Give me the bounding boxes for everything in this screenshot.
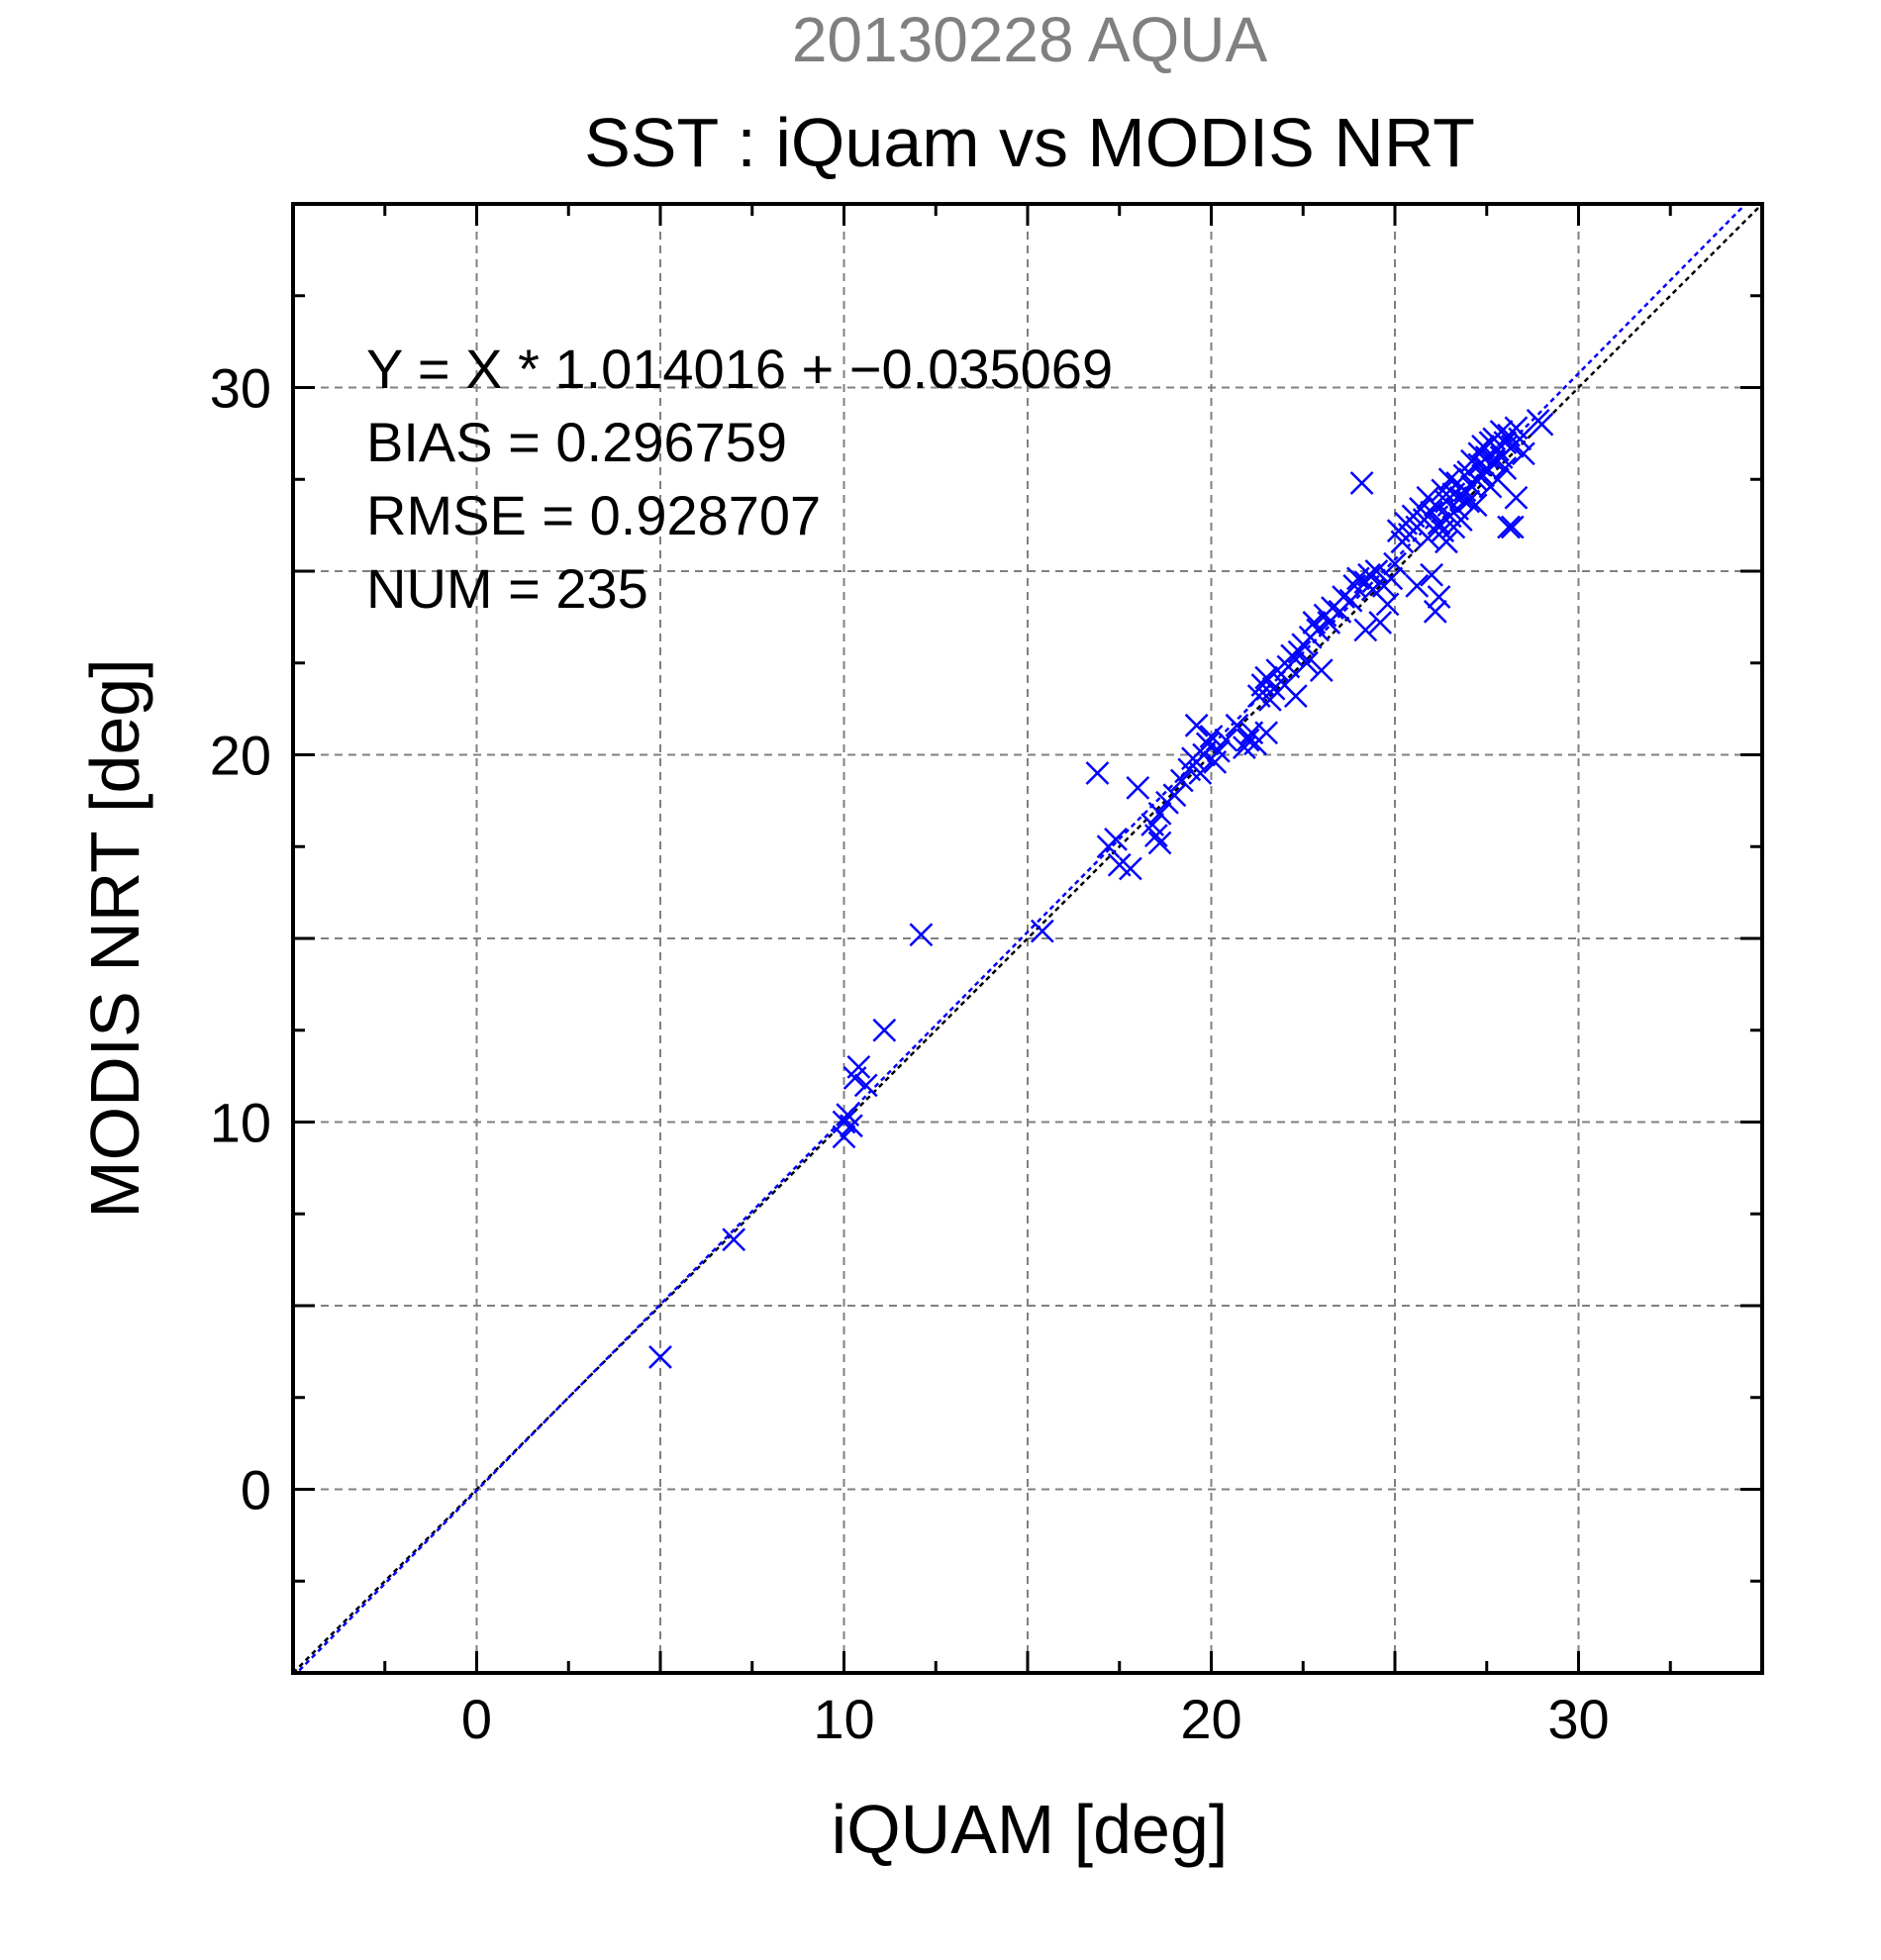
data-points bbox=[648, 409, 1554, 1369]
data-point bbox=[1435, 530, 1458, 554]
data-point bbox=[1508, 427, 1533, 451]
data-point bbox=[1416, 526, 1440, 550]
y-tick-label: 20 bbox=[210, 725, 271, 787]
data-point bbox=[1030, 919, 1054, 943]
data-point bbox=[1485, 467, 1510, 492]
data-point bbox=[1511, 441, 1535, 466]
data-point bbox=[1497, 515, 1521, 539]
data-point bbox=[1368, 611, 1393, 635]
data-point bbox=[1375, 592, 1400, 617]
data-point bbox=[1420, 562, 1443, 587]
regression-line bbox=[295, 204, 1748, 1673]
data-point bbox=[1500, 515, 1525, 539]
data-point bbox=[1225, 713, 1249, 737]
stats-block: Y = X * 1.014016 + −0.035069 BIAS = 0.29… bbox=[366, 338, 1113, 620]
x-axis-label: iQUAM [deg] bbox=[832, 1791, 1229, 1868]
stats-bias: BIAS = 0.296759 bbox=[366, 411, 787, 473]
y-axis-label: MODIS NRT [deg] bbox=[76, 658, 153, 1218]
data-point bbox=[1162, 783, 1187, 808]
data-point bbox=[1349, 471, 1374, 495]
data-point bbox=[1118, 856, 1142, 881]
data-point bbox=[1214, 728, 1238, 752]
data-point bbox=[1195, 732, 1220, 756]
y-tick-label: 30 bbox=[210, 357, 271, 420]
data-point bbox=[1504, 485, 1529, 510]
data-point bbox=[1254, 721, 1279, 745]
data-point bbox=[1143, 824, 1168, 848]
grid-lines bbox=[293, 204, 1762, 1673]
x-tick-label: 20 bbox=[1180, 1688, 1241, 1750]
data-point bbox=[1254, 665, 1279, 690]
data-point bbox=[840, 1114, 863, 1138]
data-point bbox=[1427, 511, 1451, 536]
data-point bbox=[1471, 463, 1495, 488]
data-point bbox=[1353, 618, 1378, 642]
data-point bbox=[1169, 768, 1194, 793]
data-point bbox=[909, 923, 934, 947]
chart-title: SST : iQuam vs MODIS NRT bbox=[584, 104, 1475, 181]
data-point bbox=[1188, 761, 1213, 785]
x-tick-label: 10 bbox=[813, 1688, 874, 1750]
data-point bbox=[1357, 562, 1381, 587]
tick-labels: 0 10 20 30 0 10 20 30 bbox=[210, 357, 1610, 1751]
data-point bbox=[648, 1345, 672, 1369]
data-point bbox=[853, 1073, 878, 1098]
data-point bbox=[1420, 500, 1443, 525]
data-point bbox=[1493, 456, 1518, 481]
data-point bbox=[1147, 831, 1172, 855]
stats-num: NUM = 235 bbox=[366, 557, 648, 620]
stats-rmse: RMSE = 0.928707 bbox=[366, 484, 821, 546]
data-point bbox=[1085, 761, 1110, 785]
data-point bbox=[1463, 493, 1488, 518]
data-point bbox=[1199, 725, 1224, 748]
chart-supertitle: 20130228 AQUA bbox=[792, 4, 1268, 75]
data-point bbox=[1309, 658, 1334, 683]
data-point bbox=[832, 1110, 856, 1134]
data-point bbox=[846, 1054, 871, 1079]
data-point bbox=[1379, 566, 1404, 591]
data-point bbox=[1283, 684, 1308, 709]
data-point bbox=[1104, 827, 1128, 851]
x-tick-label: 30 bbox=[1547, 1688, 1609, 1750]
data-point bbox=[1423, 599, 1447, 624]
data-point bbox=[1427, 585, 1451, 609]
y-tick-label: 0 bbox=[241, 1459, 271, 1521]
plot-frame bbox=[291, 202, 1764, 1675]
data-point bbox=[1364, 559, 1389, 583]
data-point bbox=[1405, 573, 1430, 598]
data-point bbox=[1437, 467, 1462, 492]
data-point bbox=[722, 1227, 746, 1252]
data-point bbox=[1306, 618, 1330, 642]
data-point bbox=[1295, 650, 1319, 675]
data-point bbox=[1236, 728, 1260, 752]
data-point bbox=[1530, 412, 1554, 437]
x-tick-label: 0 bbox=[461, 1688, 492, 1750]
data-point bbox=[1338, 588, 1363, 613]
data-point bbox=[1126, 776, 1150, 800]
data-point bbox=[1287, 639, 1312, 664]
y-tick-label: 10 bbox=[210, 1092, 271, 1154]
data-point bbox=[1207, 738, 1231, 763]
data-point bbox=[1493, 431, 1518, 455]
data-point bbox=[872, 1018, 897, 1042]
stats-fit-equation: Y = X * 1.014016 + −0.035069 bbox=[366, 338, 1113, 400]
data-point bbox=[1184, 713, 1209, 737]
data-point bbox=[1147, 801, 1172, 826]
data-point bbox=[1456, 489, 1481, 514]
data-point bbox=[1383, 551, 1407, 576]
